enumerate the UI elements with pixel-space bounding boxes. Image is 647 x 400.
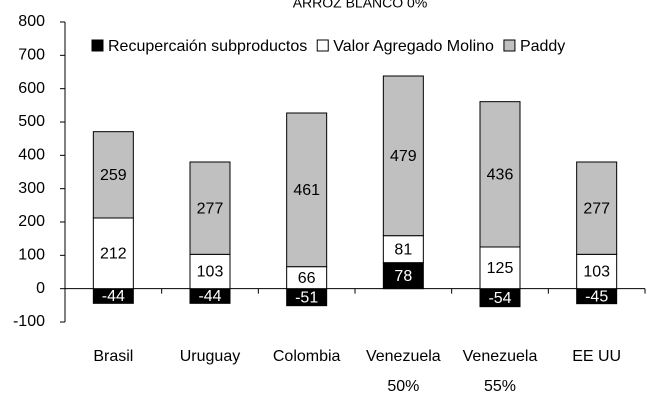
y-tick-label: -100 [13,313,45,330]
bar-segment [576,161,618,255]
bar-segment [92,131,134,219]
legend-swatch [91,39,104,52]
y-tick-label: 500 [18,113,45,130]
value-label: -51 [295,289,318,306]
bar-segment [92,217,134,290]
bar-segment [382,235,424,264]
value-label: 125 [487,260,514,277]
chart-title: ARROZ BLANCO 0% [293,0,428,11]
value-label: -45 [585,288,608,305]
value-label: -44 [198,288,221,305]
bar-segment [382,75,424,237]
bar-segment [189,253,231,290]
legend-label: Valor Agregado Molino [333,38,494,55]
value-label: 277 [583,200,610,217]
y-tick-label: 0 [36,280,45,297]
legend-swatch [503,39,516,52]
value-label: -44 [102,288,125,305]
value-label: 436 [487,167,514,184]
y-tick-label: 300 [18,180,45,197]
legend-swatch [316,39,329,52]
bar-segment [286,112,328,268]
value-label: 103 [197,264,224,281]
y-tick-label: 100 [18,247,45,264]
value-label: -54 [488,290,511,307]
value-label: 78 [394,268,412,285]
value-label: 259 [100,167,127,184]
legend-label: Recupercaión subproductos [108,38,307,55]
value-label: 103 [583,264,610,281]
value-label: 461 [293,182,320,199]
legend-background [88,34,640,58]
y-tick-label: 200 [18,213,45,230]
legend-label: Paddy [520,38,565,55]
bar-segment [382,262,424,290]
x-tick-label: Venezuela 50% [365,348,441,395]
x-tick-label: EE UU [572,348,622,365]
y-tick-label: 400 [18,147,45,164]
value-label: 212 [100,246,127,263]
y-tick-label: 700 [18,47,45,64]
x-tick-label: Venezuela 55% [462,348,538,395]
y-tick-label: 600 [18,80,45,97]
value-label: 81 [394,241,412,258]
y-tick-label: 800 [18,13,45,30]
value-label: 479 [390,148,417,165]
x-tick-label: Uruguay [179,348,241,365]
x-tick-label: Brasil [93,348,134,365]
bar-segment [189,161,231,255]
value-label: 66 [298,270,316,287]
x-tick-label: Colombia [272,348,341,365]
value-label: 277 [197,200,224,217]
bar-segment [479,101,521,248]
